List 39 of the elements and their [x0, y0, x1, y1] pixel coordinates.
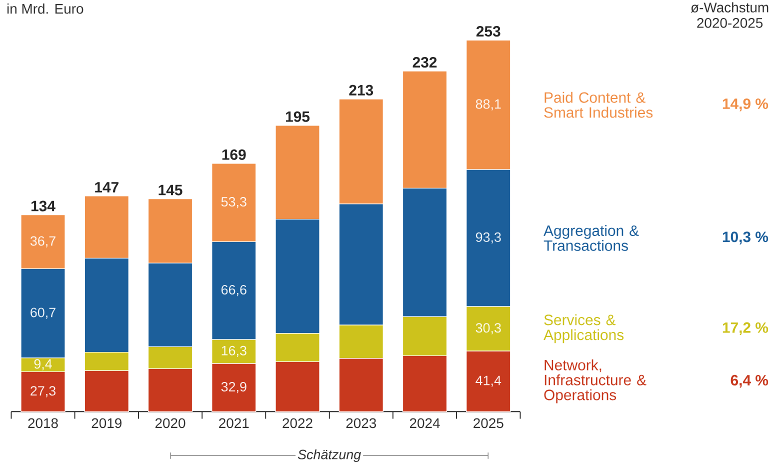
data-label: 66,6	[221, 285, 246, 296]
data-label: 93,3	[476, 232, 501, 244]
x-tick-label: 2023	[346, 418, 376, 428]
y-axis-title: in Mrd. Euro	[7, 4, 84, 14]
data-label: 32,9	[221, 382, 246, 394]
text: 6,4 %	[730, 374, 768, 388]
data-label: 30,3	[476, 323, 501, 334]
total-label: 253	[476, 26, 500, 37]
total-label: 147	[95, 182, 118, 192]
x-tick-label: 2025	[474, 418, 504, 428]
x-tick-label: 2024	[410, 418, 440, 428]
data-label: 41,4	[476, 376, 502, 387]
total-label: 213	[349, 84, 374, 96]
total-label: 195	[286, 111, 310, 122]
total-label: 134	[31, 200, 56, 212]
x-tick-label: 2022	[282, 418, 312, 428]
text: Network, Infrastructure & Operations	[544, 359, 646, 404]
data-label: 16,3	[222, 346, 246, 357]
text: 17,2 %	[722, 322, 768, 336]
data-label: 88,1	[476, 99, 501, 110]
total-label: 169	[222, 149, 246, 160]
text: 14,9 %	[722, 98, 768, 112]
x-tick-label: 2018	[28, 418, 58, 428]
text: 10,3 %	[722, 232, 768, 244]
x-tick-label: 2019	[92, 418, 122, 428]
data-label: 36,7	[30, 236, 56, 248]
x-tick-label: 2021	[219, 418, 249, 428]
data-label: 27,3	[30, 386, 56, 398]
text: Services & Applications	[544, 314, 624, 344]
text: Aggregation & Transactions	[544, 225, 639, 251]
data-label: 53,3	[221, 197, 246, 208]
data-label: 60,7	[30, 308, 56, 319]
x-tick-label: 2020	[155, 418, 186, 428]
data-label: 9,4	[34, 359, 52, 370]
legend-title: ø-Wachstum 2020-2025	[690, 2, 768, 28]
total-label: 145	[158, 184, 182, 196]
text: Paid Content & Smart Industries	[544, 92, 653, 118]
text: Schätzung	[298, 449, 361, 462]
total-label: 232	[412, 57, 437, 68]
